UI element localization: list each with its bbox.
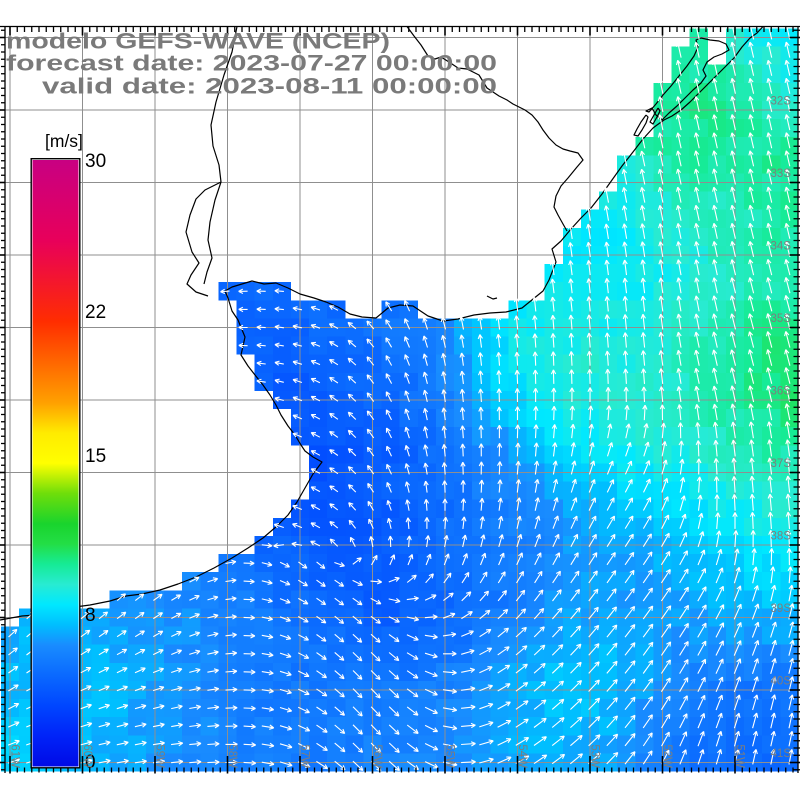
- svg-text:59W: 59W: [154, 744, 166, 768]
- svg-text:34S: 34S: [771, 241, 792, 253]
- svg-text:56W: 56W: [371, 744, 383, 768]
- svg-text:33S: 33S: [771, 168, 792, 180]
- svg-text:55W: 55W: [444, 744, 456, 768]
- svg-text:22: 22: [85, 302, 106, 323]
- svg-text:modelo GEFS-WAVE (NCEP): modelo GEFS-WAVE (NCEP): [6, 29, 390, 54]
- svg-text:0: 0: [85, 752, 96, 773]
- svg-text:54W: 54W: [516, 744, 528, 768]
- svg-text:forecast date: 2023-07-27 00:0: forecast date: 2023-07-27 00:00:00: [6, 51, 497, 76]
- svg-text:39S: 39S: [771, 603, 792, 615]
- svg-text:61W: 61W: [9, 744, 21, 768]
- svg-text:58W: 58W: [226, 744, 238, 768]
- svg-text:38S: 38S: [771, 531, 792, 543]
- svg-text:51W: 51W: [734, 744, 746, 768]
- svg-text:8: 8: [85, 605, 96, 626]
- svg-text:valid date: 2023-08-11 00:00:0: valid date: 2023-08-11 00:00:00: [42, 74, 497, 99]
- svg-text:36S: 36S: [771, 386, 792, 398]
- svg-text:52W: 52W: [661, 744, 673, 768]
- svg-text:60W: 60W: [81, 744, 93, 768]
- svg-text:30: 30: [85, 151, 106, 172]
- svg-text:35S: 35S: [771, 313, 792, 325]
- svg-text:53W: 53W: [589, 744, 601, 768]
- svg-text:41S: 41S: [771, 748, 792, 760]
- svg-text:57W: 57W: [299, 744, 311, 768]
- svg-text:15: 15: [85, 446, 106, 467]
- svg-text:37S: 37S: [771, 458, 792, 470]
- svg-text:32S: 32S: [771, 96, 792, 108]
- svg-text:40S: 40S: [771, 676, 792, 688]
- svg-text:[m/s]: [m/s]: [45, 131, 83, 151]
